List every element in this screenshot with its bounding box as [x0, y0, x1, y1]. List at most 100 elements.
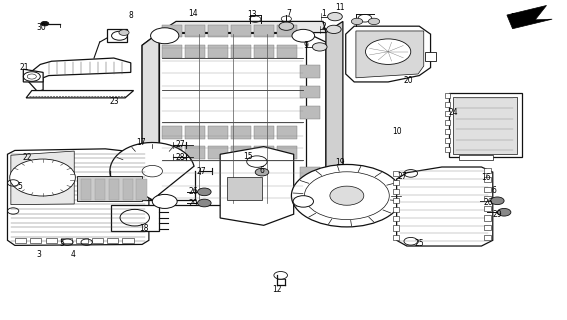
Bar — [484, 235, 491, 240]
Polygon shape — [110, 142, 194, 200]
Polygon shape — [356, 31, 424, 78]
Bar — [484, 168, 491, 173]
Bar — [162, 147, 181, 159]
Text: 28: 28 — [176, 153, 185, 162]
Bar — [107, 29, 127, 42]
Text: 12: 12 — [272, 285, 281, 294]
Circle shape — [369, 18, 380, 25]
Bar — [301, 85, 320, 98]
Text: 16: 16 — [481, 173, 491, 182]
Polygon shape — [142, 33, 326, 204]
Bar — [445, 129, 450, 134]
Text: 19: 19 — [335, 158, 345, 167]
Bar — [445, 147, 450, 152]
Text: 26: 26 — [484, 197, 493, 206]
Bar — [484, 187, 491, 192]
Bar — [137, 179, 147, 200]
Bar — [393, 216, 399, 221]
Text: 27: 27 — [176, 140, 185, 149]
Bar — [92, 238, 103, 243]
Bar — [425, 52, 436, 61]
Text: 21: 21 — [20, 63, 29, 72]
Bar — [185, 45, 205, 58]
Bar — [208, 45, 228, 58]
Text: 24: 24 — [448, 108, 458, 117]
Text: 11: 11 — [335, 3, 345, 12]
Text: 13: 13 — [248, 10, 257, 19]
Bar — [254, 147, 274, 159]
Bar — [254, 25, 274, 37]
Bar — [484, 225, 491, 230]
Bar — [208, 126, 228, 139]
Circle shape — [41, 21, 49, 26]
Bar — [81, 179, 91, 200]
Polygon shape — [346, 26, 430, 82]
Bar — [393, 180, 399, 185]
Text: 6: 6 — [260, 166, 264, 175]
Bar — [445, 120, 450, 125]
Bar — [393, 226, 399, 230]
Bar — [484, 206, 491, 211]
Bar — [254, 126, 274, 139]
Bar — [445, 138, 450, 143]
Bar — [393, 198, 399, 203]
Text: 17: 17 — [136, 138, 146, 147]
Bar — [185, 25, 205, 37]
Circle shape — [197, 199, 211, 207]
Circle shape — [293, 196, 314, 207]
Bar — [277, 45, 297, 58]
Bar — [208, 25, 228, 37]
Polygon shape — [142, 33, 159, 204]
Bar — [208, 147, 228, 159]
Bar — [393, 189, 399, 194]
Bar — [277, 147, 297, 159]
Bar — [122, 238, 134, 243]
Text: FR.: FR. — [510, 13, 527, 22]
Text: 4: 4 — [71, 251, 75, 260]
Bar — [122, 179, 133, 200]
Bar — [231, 25, 251, 37]
Text: 9: 9 — [304, 41, 308, 50]
Bar — [484, 196, 491, 201]
Bar — [459, 155, 493, 160]
Bar — [185, 126, 205, 139]
Circle shape — [197, 188, 211, 196]
Text: 1: 1 — [321, 9, 325, 18]
Text: 22: 22 — [23, 153, 32, 162]
Bar — [45, 238, 57, 243]
Bar — [76, 238, 87, 243]
Circle shape — [151, 28, 179, 44]
Text: 3: 3 — [37, 251, 41, 260]
Circle shape — [330, 186, 364, 205]
Bar — [393, 207, 399, 212]
Text: 14: 14 — [188, 9, 198, 18]
Bar — [445, 102, 450, 107]
Bar — [15, 238, 26, 243]
Polygon shape — [326, 21, 343, 192]
Text: 26: 26 — [188, 188, 198, 196]
Bar — [301, 65, 320, 78]
Circle shape — [10, 159, 75, 196]
Polygon shape — [159, 21, 326, 33]
Bar — [111, 204, 159, 231]
Bar — [185, 147, 205, 159]
Bar — [61, 238, 72, 243]
Text: 27: 27 — [397, 172, 407, 181]
Bar — [231, 126, 251, 139]
Bar — [162, 126, 181, 139]
Bar — [162, 25, 181, 37]
Bar — [393, 235, 399, 240]
Text: 5: 5 — [60, 239, 64, 248]
Bar — [277, 126, 297, 139]
Polygon shape — [220, 147, 294, 225]
Circle shape — [312, 43, 327, 51]
Text: 5: 5 — [17, 182, 22, 191]
Polygon shape — [507, 5, 552, 29]
Polygon shape — [397, 167, 493, 246]
Polygon shape — [159, 33, 306, 204]
Circle shape — [119, 30, 129, 36]
Circle shape — [327, 25, 341, 34]
Text: 6: 6 — [492, 186, 496, 195]
Bar — [162, 45, 181, 58]
Circle shape — [352, 18, 363, 25]
